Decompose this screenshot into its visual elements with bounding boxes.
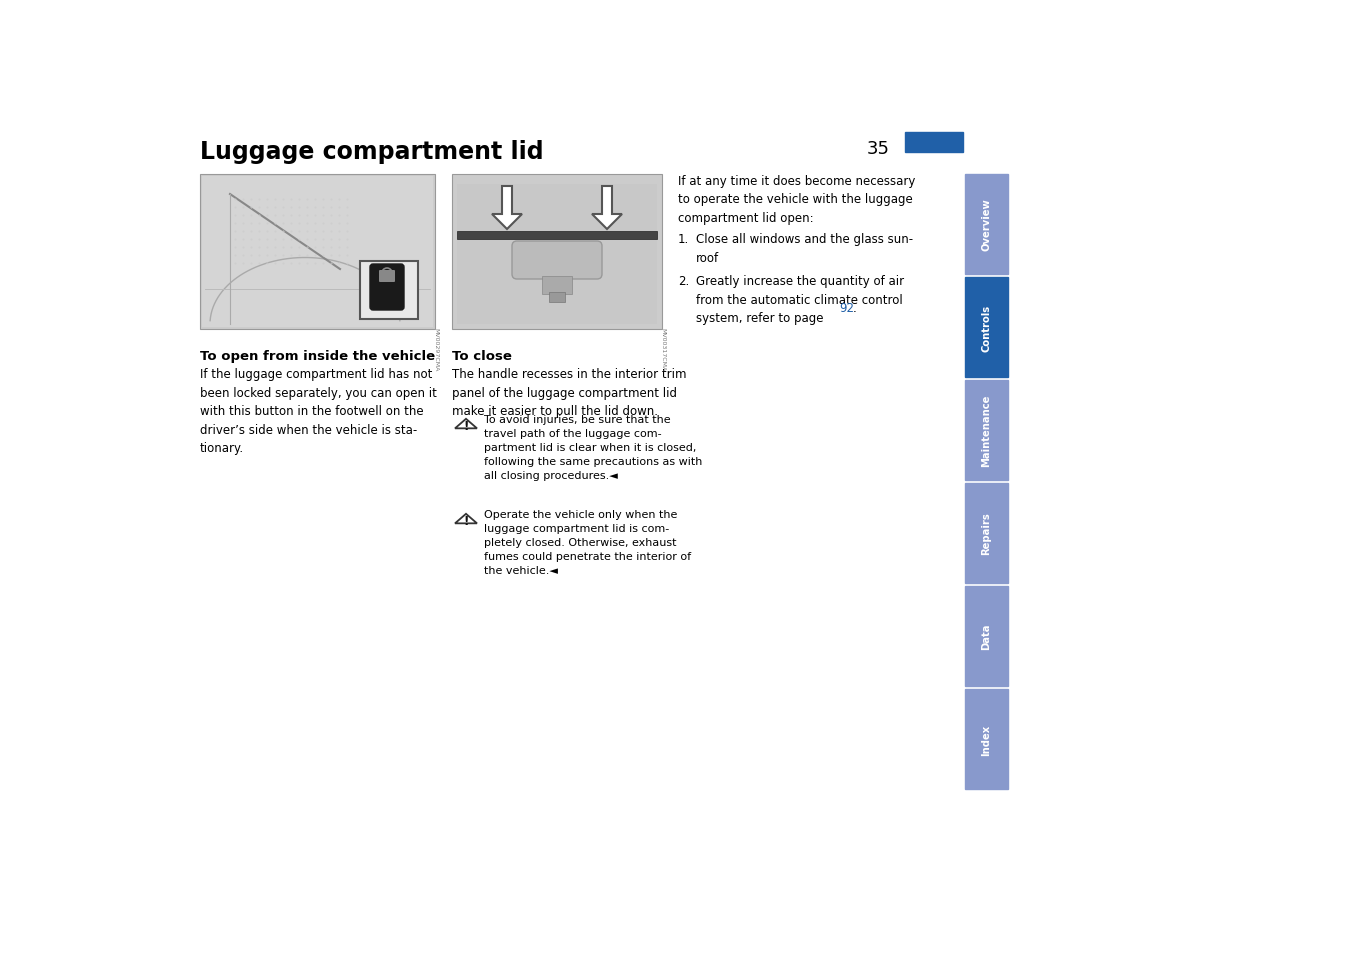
- Text: Data: Data: [981, 623, 992, 650]
- Polygon shape: [492, 187, 521, 230]
- Text: If at any time it does become necessary
to operate the vehicle with the luggage
: If at any time it does become necessary …: [678, 174, 916, 225]
- Text: Repairs: Repairs: [981, 512, 992, 555]
- Text: 2.: 2.: [678, 274, 689, 288]
- Text: MV00317CMA: MV00317CMA: [661, 328, 665, 371]
- Text: 1.: 1.: [678, 233, 689, 246]
- Text: !: !: [463, 515, 469, 527]
- Polygon shape: [455, 419, 477, 429]
- Bar: [965, 483, 1008, 583]
- Bar: [200, 174, 435, 330]
- Text: !: !: [463, 419, 469, 433]
- FancyBboxPatch shape: [380, 271, 394, 283]
- Bar: [905, 132, 963, 152]
- Bar: [965, 689, 1008, 789]
- Bar: [965, 586, 1008, 686]
- Bar: [203, 177, 434, 328]
- Bar: [549, 293, 565, 303]
- Text: Controls: Controls: [981, 304, 992, 352]
- Text: .: .: [852, 302, 857, 314]
- Bar: [965, 174, 1008, 274]
- Text: To close: To close: [453, 350, 512, 363]
- Polygon shape: [455, 515, 477, 524]
- Text: 92: 92: [839, 302, 854, 314]
- Text: Greatly increase the quantity of air
from the automatic climate control
system, : Greatly increase the quantity of air fro…: [696, 274, 904, 325]
- Text: To avoid injuries, be sure that the
travel path of the luggage com-
partment lid: To avoid injuries, be sure that the trav…: [484, 415, 703, 480]
- Text: Index: Index: [981, 723, 992, 755]
- Text: Close all windows and the glass sun-
roof: Close all windows and the glass sun- roo…: [696, 233, 913, 264]
- Text: 35: 35: [867, 140, 890, 158]
- Bar: [965, 380, 1008, 480]
- Text: Luggage compartment lid: Luggage compartment lid: [200, 140, 543, 164]
- Text: Overview: Overview: [981, 198, 992, 251]
- Text: MV00297CMA: MV00297CMA: [434, 328, 438, 371]
- Bar: [359, 262, 417, 319]
- Bar: [457, 232, 657, 240]
- Text: If the luggage compartment lid has not
been locked separately, you can open it
w: If the luggage compartment lid has not b…: [200, 368, 436, 455]
- FancyBboxPatch shape: [370, 265, 404, 311]
- Text: To open from inside the vehicle: To open from inside the vehicle: [200, 350, 435, 363]
- Bar: [965, 277, 1008, 377]
- Text: Maintenance: Maintenance: [981, 395, 992, 467]
- Bar: [457, 250, 657, 325]
- FancyBboxPatch shape: [512, 242, 603, 280]
- Text: Operate the vehicle only when the
luggage compartment lid is com-
pletely closed: Operate the vehicle only when the luggag…: [484, 510, 692, 576]
- Bar: [457, 185, 657, 325]
- Polygon shape: [592, 187, 621, 230]
- Text: The handle recesses in the interior trim
panel of the luggage compartment lid
ma: The handle recesses in the interior trim…: [453, 368, 686, 417]
- Bar: [542, 276, 571, 294]
- Bar: [453, 174, 662, 330]
